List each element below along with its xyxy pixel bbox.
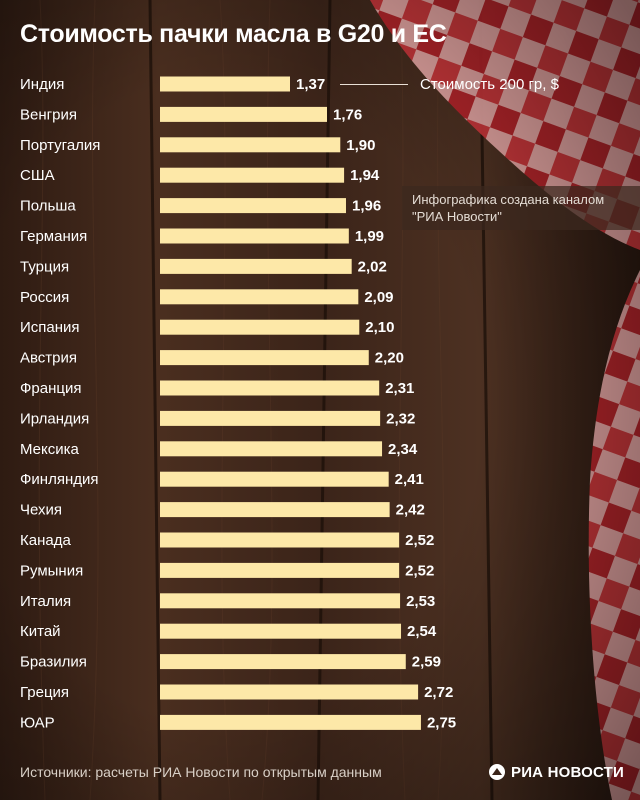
value-label: 2,31 bbox=[385, 380, 414, 397]
category-label: Финляндия bbox=[20, 471, 98, 488]
bar bbox=[160, 198, 346, 214]
value-label: 2,20 bbox=[375, 350, 404, 367]
bar bbox=[160, 623, 402, 639]
category-label: Франция bbox=[20, 380, 81, 397]
category-label: Россия bbox=[20, 289, 69, 306]
bar bbox=[160, 654, 406, 670]
value-label: 2,53 bbox=[406, 593, 435, 610]
category-label: Румыния bbox=[20, 562, 83, 579]
bar bbox=[160, 684, 419, 700]
category-label: Греция bbox=[20, 684, 69, 701]
bar bbox=[160, 562, 400, 578]
value-label: 1,90 bbox=[346, 137, 375, 154]
value-label: 2,72 bbox=[424, 684, 453, 701]
credit-line-1: Инфографика создана каналом bbox=[412, 192, 605, 207]
category-label: Польша bbox=[20, 198, 76, 215]
bar bbox=[160, 593, 401, 609]
value-label: 1,37 bbox=[296, 76, 325, 93]
category-label: ЮАР bbox=[20, 714, 55, 731]
category-label: Ирландия bbox=[20, 410, 89, 427]
value-label: 2,54 bbox=[407, 623, 437, 640]
legend: Стоимость 200 гр, $ bbox=[340, 74, 559, 94]
value-label: 2,42 bbox=[396, 502, 425, 519]
category-label: Испания bbox=[20, 319, 80, 336]
value-label: 2,10 bbox=[365, 319, 394, 336]
bar bbox=[160, 258, 352, 274]
bar bbox=[160, 137, 341, 153]
category-label: Бразилия bbox=[20, 654, 87, 671]
bar bbox=[160, 167, 345, 183]
bar bbox=[160, 350, 369, 366]
value-label: 2,41 bbox=[395, 471, 424, 488]
category-label: Чехия bbox=[20, 502, 62, 519]
category-label: Китай bbox=[20, 623, 61, 640]
value-label: 1,94 bbox=[350, 167, 380, 184]
category-label: Индия bbox=[20, 76, 64, 93]
bar bbox=[160, 228, 349, 244]
ria-logo-icon bbox=[488, 764, 505, 780]
category-label: Канада bbox=[20, 532, 71, 549]
bar bbox=[160, 319, 360, 335]
category-label: Турция bbox=[20, 258, 69, 275]
value-label: 1,99 bbox=[355, 228, 384, 245]
value-label: 1,96 bbox=[352, 198, 381, 215]
bar bbox=[160, 471, 389, 487]
bar bbox=[160, 410, 381, 426]
value-label: 2,02 bbox=[358, 258, 387, 275]
credit-note: Инфографика создана каналом "РИА Новости… bbox=[402, 186, 640, 230]
bar bbox=[160, 441, 383, 457]
credit-line-2: "РИА Новости" bbox=[412, 209, 502, 224]
category-label: Италия bbox=[20, 593, 71, 610]
category-label: США bbox=[20, 167, 55, 184]
legend-label: Стоимость 200 гр, $ bbox=[420, 75, 559, 93]
value-label: 2,52 bbox=[405, 532, 434, 549]
bar bbox=[160, 106, 328, 122]
value-label: 2,09 bbox=[364, 289, 393, 306]
value-label: 1,76 bbox=[333, 106, 362, 123]
value-label: 2,59 bbox=[412, 654, 441, 671]
bar bbox=[160, 76, 290, 92]
category-label: Мексика bbox=[20, 441, 80, 458]
legend-leader-line bbox=[340, 83, 408, 85]
bar bbox=[160, 380, 380, 396]
value-label: 2,34 bbox=[388, 441, 418, 458]
category-label: Германия bbox=[20, 228, 87, 245]
brand-name: РИА НОВОСТИ bbox=[510, 763, 624, 781]
bar bbox=[160, 289, 359, 305]
bar bbox=[160, 714, 421, 730]
category-label: Венгрия bbox=[20, 106, 77, 123]
brand: РИА НОВОСТИ bbox=[488, 762, 624, 782]
value-label: 2,75 bbox=[427, 714, 456, 731]
bar bbox=[160, 502, 390, 518]
source-note: Источники: расчеты РИА Новости по открыт… bbox=[20, 764, 382, 780]
value-label: 2,52 bbox=[405, 562, 434, 579]
bar bbox=[160, 532, 400, 548]
chart-title: Стоимость пачки масла в G20 и ЕС bbox=[20, 20, 447, 48]
value-label: 2,32 bbox=[386, 410, 415, 427]
category-label: Австрия bbox=[20, 350, 77, 367]
category-label: Португалия bbox=[20, 137, 100, 154]
